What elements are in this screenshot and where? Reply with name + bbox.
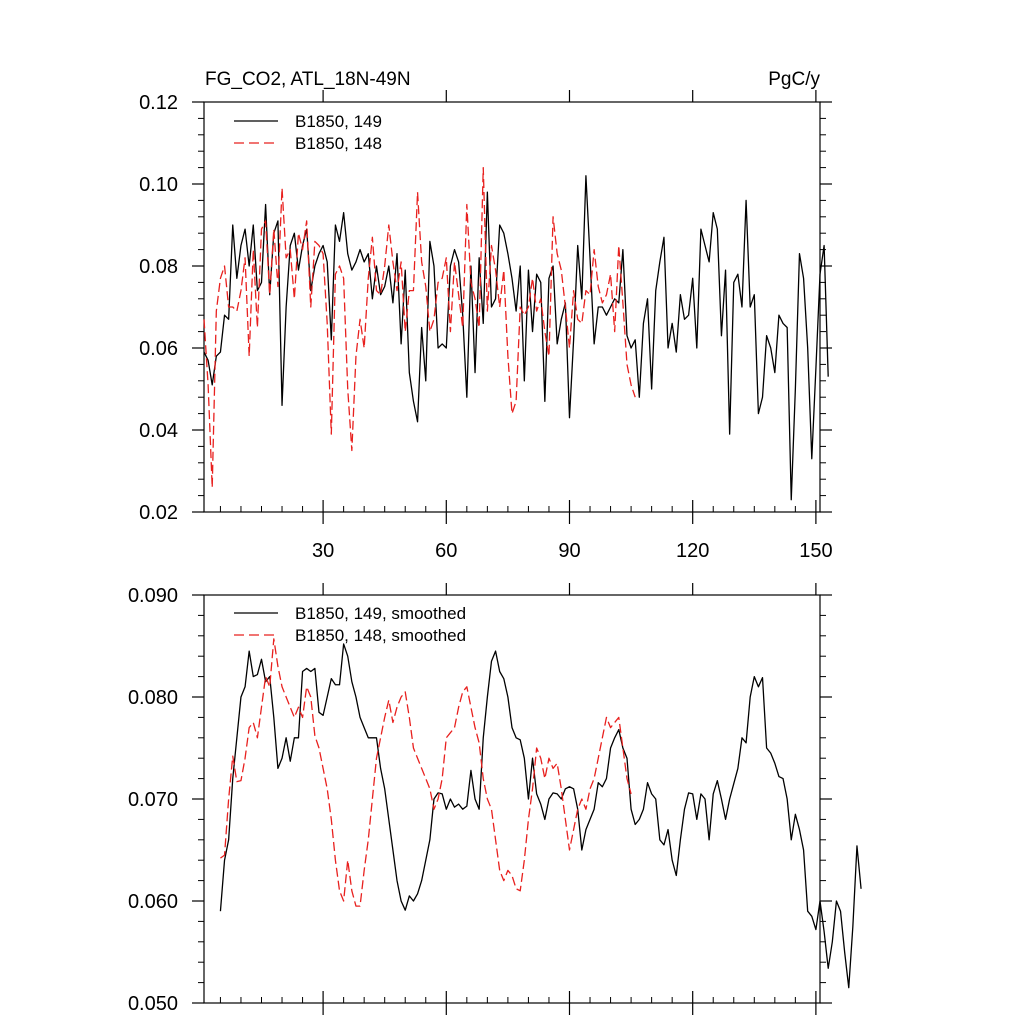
top-chart-units: PgC/y bbox=[768, 69, 820, 90]
y-tick-label: 0.04 bbox=[139, 420, 178, 442]
y-tick-label: 0.06 bbox=[139, 338, 178, 360]
bottom-legend-label-149: B1850, 149, smoothed bbox=[295, 604, 466, 623]
top-chart-panel: 30 60 90 120 150 0.02 0.04 0.06 0.08 0.10 0.12 bbox=[139, 90, 833, 562]
y-tick-label: 0.070 bbox=[128, 789, 178, 811]
y-tick-label: 0.090 bbox=[128, 585, 178, 607]
bottom-legend: B1850, 149, smoothed B1850, 148, smoothe… bbox=[234, 604, 466, 645]
y-tick-label: 0.12 bbox=[139, 92, 178, 114]
top-legend: B1850, 149 B1850, 148 bbox=[234, 112, 382, 153]
top-legend-label-149: B1850, 149 bbox=[295, 112, 382, 131]
y-tick-label: 0.060 bbox=[128, 891, 178, 913]
y-tick-label: 0.080 bbox=[128, 687, 178, 709]
top-chart-title: FG_CO2, ATL_18N-49N bbox=[205, 69, 411, 90]
x-tick-label: 90 bbox=[558, 540, 580, 562]
x-tick-label: 120 bbox=[676, 540, 709, 562]
y-tick-label: 0.02 bbox=[139, 502, 178, 524]
series-line-148 bbox=[203, 166, 636, 489]
top-legend-label-148: B1850, 148 bbox=[295, 134, 382, 153]
series-line-149-smoothed bbox=[219, 643, 862, 989]
y-tick-label: 0.10 bbox=[139, 174, 178, 196]
bottom-legend-label-148: B1850, 148, smoothed bbox=[295, 626, 466, 645]
y-tick-label: 0.050 bbox=[128, 993, 178, 1015]
series-line-148-smoothed bbox=[220, 638, 632, 907]
plot-frame bbox=[203, 101, 821, 513]
x-tick-label: 150 bbox=[799, 540, 832, 562]
x-tick-label: 30 bbox=[312, 540, 334, 562]
y-tick-label: 0.08 bbox=[139, 256, 178, 278]
bottom-chart-panel: 0.050 0.060 0.070 0.080 0.090 bbox=[128, 583, 862, 1015]
x-tick-label: 60 bbox=[435, 540, 457, 562]
